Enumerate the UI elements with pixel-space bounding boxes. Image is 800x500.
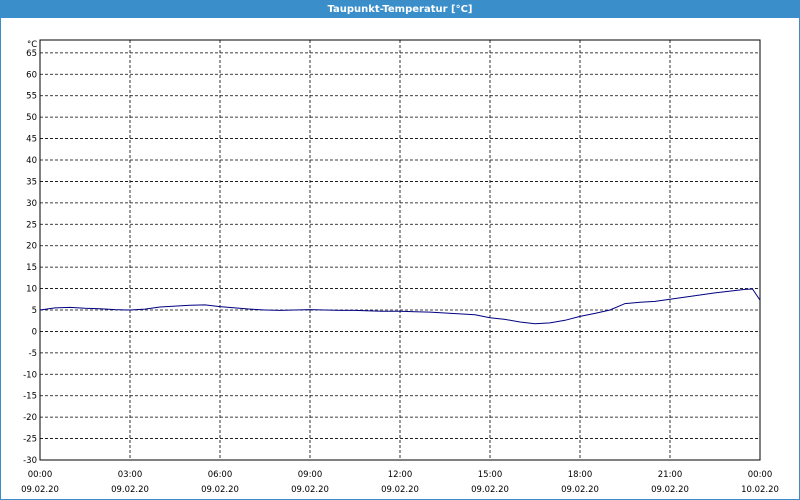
x-tick-date-label: 10.02.20 [741,485,779,495]
y-tick-label: -20 [23,413,37,423]
x-tick-time-label: 18:00 [568,470,593,480]
y-tick-label: 25 [26,220,37,230]
x-tick-time-label: 21:00 [658,470,683,480]
x-tick-time-label: 06:00 [208,470,233,480]
grid-lines [40,40,760,460]
x-tick-date-label: 09.02.20 [21,485,59,495]
x-tick-time-label: 15:00 [478,470,503,480]
y-axis: 65605550454035302520151050-5-10-15-20-25… [23,49,37,466]
y-tick-label: 60 [26,70,37,80]
y-tick-label: -5 [29,349,37,359]
x-tick-date-label: 09.02.20 [201,485,239,495]
y-tick-label: 65 [26,49,37,59]
y-tick-label: 5 [32,306,37,316]
y-tick-label: 15 [26,263,37,273]
y-tick-label: 55 [26,92,37,102]
y-tick-label: 35 [26,177,37,187]
x-tick-date-label: 09.02.20 [651,485,689,495]
x-tick-time-label: 00:00 [28,470,53,480]
x-tick-time-label: 09:00 [298,470,323,480]
x-tick-date-label: 09.02.20 [471,485,509,495]
y-tick-label: 20 [26,242,37,252]
x-tick-time-label: 00:00 [748,470,773,480]
dewpoint-series-line [39,288,761,325]
y-tick-label: 50 [26,113,37,123]
y-tick-label: 45 [26,135,37,145]
x-tick-time-label: 12:00 [388,470,413,480]
y-tick-label: 10 [26,285,37,295]
x-tick-date-label: 09.02.20 [291,485,329,495]
x-tick-date-label: 09.02.20 [561,485,599,495]
x-axis: 00:00 09.02.20 03:00 09.02.20 06:00 09.02.20 0… [21,470,779,495]
x-tick-date-label: 09.02.20 [111,485,149,495]
x-tick-date-label: 09.02.20 [381,485,419,495]
y-tick-label: 40 [26,156,37,166]
y-tick-label: -10 [23,370,37,380]
y-tick-label: -25 [23,435,37,445]
x-tick-time-label: 03:00 [118,470,143,480]
y-tick-label: -30 [23,456,37,466]
y-axis-unit-label: °C [27,40,37,50]
window-title: Taupunkt-Temperatur [°C] [1,1,799,18]
y-tick-label: 30 [26,199,37,209]
y-tick-label: -15 [23,392,37,402]
y-tick-label: 0 [32,327,37,337]
